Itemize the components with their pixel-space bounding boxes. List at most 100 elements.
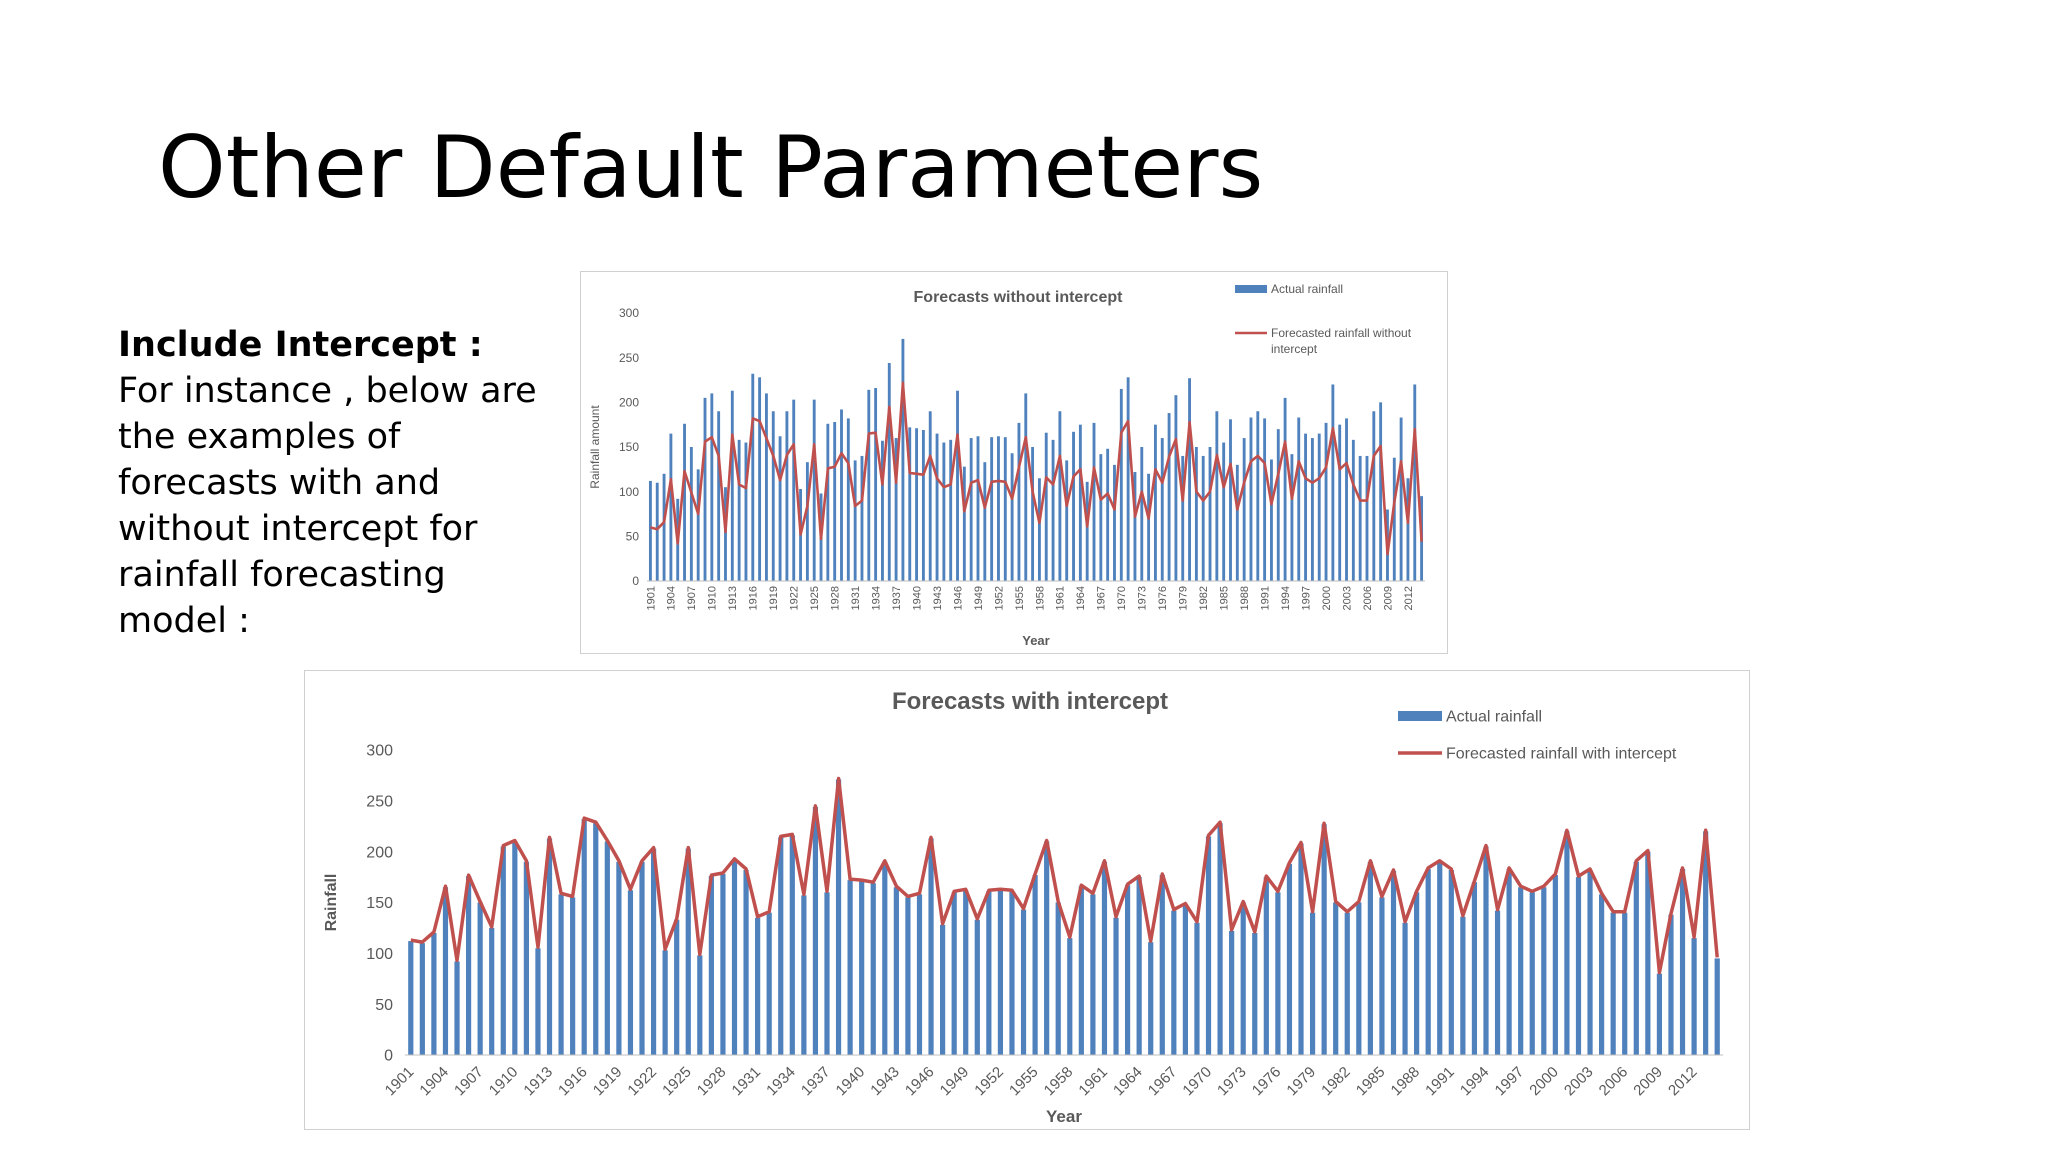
bar [1358, 455, 1362, 581]
bar [893, 887, 899, 1055]
x-tick-label: 1907 [686, 586, 698, 610]
x-tick-label: 1985 [1219, 586, 1231, 610]
x-tick-label: 1937 [798, 1064, 834, 1100]
bar [894, 438, 898, 581]
bar [1205, 836, 1212, 1055]
bar [1208, 447, 1212, 581]
bar [1188, 378, 1191, 581]
bar [859, 881, 865, 1055]
x-tick-label: 1970 [1179, 1064, 1215, 1100]
bar [962, 466, 966, 581]
bar [1031, 447, 1035, 581]
x-tick-label: 1994 [1280, 586, 1292, 610]
x-tick-label: 1982 [1318, 1064, 1354, 1100]
bar [1249, 417, 1253, 581]
bar [1201, 455, 1205, 581]
bar [942, 442, 946, 581]
x-tick-label: 1976 [1249, 1064, 1285, 1100]
bar [689, 447, 693, 581]
x-tick-label: 2009 [1630, 1064, 1666, 1100]
x-tick-label: 1934 [870, 586, 882, 610]
bar [1194, 922, 1200, 1055]
bar [1331, 384, 1335, 581]
x-tick-label: 1979 [1178, 586, 1190, 610]
bar [500, 846, 506, 1055]
y-tick-label: 150 [619, 440, 639, 454]
bar [949, 439, 953, 581]
x-tick-label: 1931 [729, 1064, 765, 1100]
bar [1437, 861, 1443, 1055]
x-tick-label: 2012 [1403, 586, 1415, 610]
bar [419, 943, 425, 1055]
x-tick-label: 2006 [1596, 1064, 1632, 1100]
bar [1044, 432, 1048, 581]
x-tick-label: 1997 [1492, 1064, 1528, 1100]
bar [1379, 897, 1385, 1055]
bar [1317, 433, 1321, 581]
bar [1518, 887, 1524, 1055]
bar [1085, 481, 1089, 581]
y-tick-label: 150 [366, 895, 393, 912]
bar [1309, 912, 1316, 1055]
y-tick-label: 200 [619, 396, 639, 410]
bar [766, 912, 772, 1055]
bar [801, 895, 807, 1055]
bar [1113, 464, 1116, 581]
bar [1229, 419, 1232, 581]
x-tick-label: 1967 [1145, 1064, 1181, 1100]
bar [1215, 411, 1219, 581]
bar [771, 411, 775, 581]
x-tick-label: 1940 [833, 1064, 869, 1100]
bar [1235, 464, 1239, 581]
x-tick-label: 1988 [1388, 1064, 1424, 1100]
x-tick-label: 1937 [891, 586, 903, 610]
bar [1599, 894, 1605, 1055]
bar [662, 950, 668, 1055]
chart-forecasts-with-intercept: Forecasts with intercept 0 50 100 150 200 250 3… [304, 670, 1750, 1130]
bar [708, 876, 714, 1055]
x-tick-label: 1973 [1137, 586, 1149, 610]
x-tick-label: 1985 [1353, 1064, 1389, 1100]
bar [1182, 904, 1188, 1055]
bar [1147, 473, 1151, 581]
x-tick-label: 1997 [1300, 586, 1312, 610]
x-tick-label: 1964 [1110, 1064, 1146, 1100]
y-tick-label: 0 [632, 574, 639, 588]
bar [674, 919, 680, 1055]
bar [1126, 377, 1130, 581]
x-tick-label: 1976 [1157, 586, 1169, 610]
bar [1622, 912, 1628, 1055]
bar [1009, 891, 1015, 1055]
x-tick-label: 1925 [809, 586, 821, 610]
bar [1194, 447, 1198, 581]
x-tick-label: 1949 [973, 586, 985, 610]
bar [916, 894, 923, 1055]
x-tick-label: 1916 [748, 586, 760, 610]
bar [1564, 831, 1570, 1055]
bar [1020, 909, 1027, 1055]
bar [1113, 917, 1119, 1055]
bar [1263, 877, 1269, 1055]
bar [867, 389, 871, 581]
bar [1133, 472, 1137, 581]
chart-title: Forecasts with intercept [892, 688, 1168, 715]
bar [1067, 938, 1073, 1055]
bar [454, 961, 460, 1055]
bar [1017, 422, 1021, 581]
bar [778, 837, 784, 1055]
bar [1345, 418, 1348, 581]
y-axis-label: Rainfall [323, 874, 340, 932]
legend-label-forecast: Forecasted rainfall with intercept [1446, 746, 1677, 763]
bar [703, 397, 707, 581]
bar [1399, 417, 1403, 581]
x-tick-label: 1919 [768, 586, 780, 610]
bar [812, 399, 816, 581]
x-tick-label: 1901 [382, 1064, 418, 1100]
x-tick-label: 1931 [850, 586, 862, 610]
y-tick-label: 100 [619, 485, 639, 499]
bar [1656, 973, 1663, 1055]
bar [1276, 429, 1280, 581]
x-tick-label: 1904 [666, 586, 678, 610]
bar [870, 883, 876, 1055]
bar [685, 848, 691, 1055]
